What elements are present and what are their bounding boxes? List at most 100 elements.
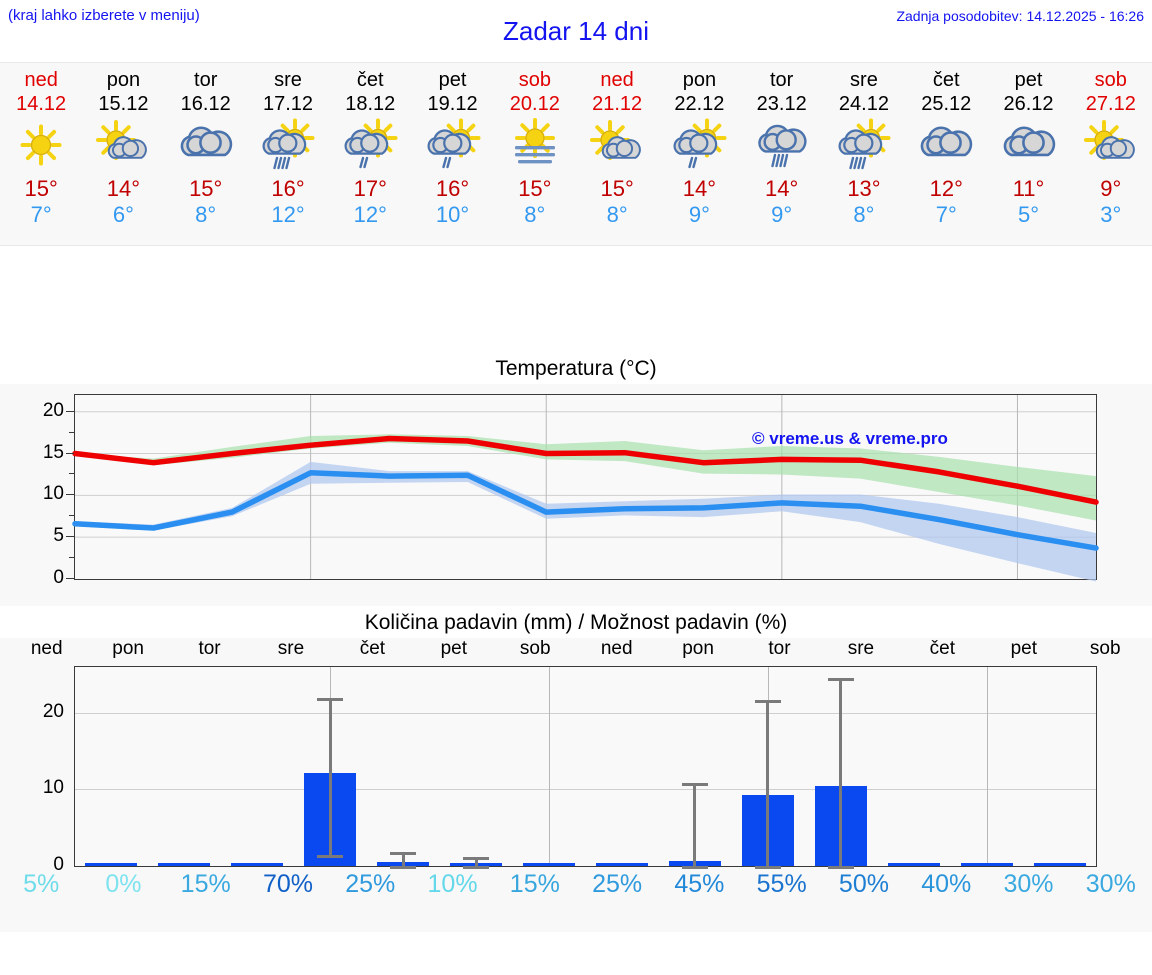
day-column[interactable]: pet 19.12 16° 10°	[411, 63, 493, 245]
day-name: tor	[194, 69, 218, 91]
day-column[interactable]: tor 16.12 15° 8°	[165, 63, 247, 245]
precipitation-error-cap	[390, 852, 417, 856]
day-min-temp: 9°	[688, 202, 710, 227]
precipitation-error-cap	[827, 866, 854, 869]
day-date: 24.12	[838, 93, 889, 115]
precipitation-probability: 15%	[509, 870, 560, 898]
day-date: 19.12	[427, 93, 478, 115]
precipitation-day-label: pon	[682, 638, 714, 659]
spacer	[0, 246, 1152, 366]
precipitation-bar[interactable]	[595, 863, 648, 866]
temperature-y-tick-mark	[69, 431, 74, 433]
day-min-temp: 3°	[1100, 202, 1122, 227]
precipitation-error-bar	[401, 852, 405, 866]
precipitation-day-label: pet	[440, 638, 468, 659]
day-max-temp: 13°	[847, 176, 881, 201]
precipitation-day-label: pon	[112, 638, 144, 659]
temperature-chart-title: Temperatura (°C)	[0, 354, 1152, 384]
day-column[interactable]: sre 17.12 16° 12°	[247, 63, 329, 245]
precipitation-error-cap	[754, 699, 781, 703]
precipitation-chart-title: Količina padavin (mm) / Možnost padavin …	[0, 608, 1152, 638]
menu-hint: (kraj lahko izberete v meniju)	[8, 7, 200, 24]
precipitation-probability: 30%	[1085, 870, 1136, 898]
precipitation-bar[interactable]	[158, 863, 211, 866]
partly-sunny-icon	[92, 118, 154, 174]
day-column[interactable]: čet 18.12 17° 12°	[329, 63, 411, 245]
day-column[interactable]: sob 20.12 15° 8°	[494, 63, 576, 245]
partly-sunny-icon	[586, 118, 648, 174]
day-max-temp: 14°	[682, 176, 717, 201]
day-max-temp: 14°	[765, 176, 799, 201]
day-column[interactable]: tor 23.12 14° 9°	[741, 63, 823, 245]
day-date: 18.12	[345, 93, 396, 115]
day-min-temp: 10°	[435, 202, 470, 227]
day-name: čet	[356, 69, 384, 91]
temperature-y-tick-mark	[66, 452, 74, 454]
day-min-temp: 8°	[524, 202, 546, 227]
precipitation-probability: 50%	[838, 870, 889, 898]
precipitation-day-label: ned	[600, 638, 633, 659]
precipitation-day-label: čet	[929, 638, 956, 659]
day-name: sre	[850, 69, 878, 91]
precipitation-day-label: tor	[198, 638, 221, 659]
cloudy-icon	[915, 118, 977, 174]
temperature-chart: Temperatura (°C) 0 5 10 15 20 © vreme.us & v…	[0, 354, 1152, 606]
precipitation-error-cap	[463, 866, 490, 869]
sun-rain-icon	[257, 118, 319, 174]
precipitation-gridline	[75, 712, 1096, 714]
precipitation-bar[interactable]	[85, 863, 138, 866]
partly-sunny-icon	[1080, 118, 1142, 174]
precipitation-chart: Količina padavin (mm) / Možnost padavin …	[0, 608, 1152, 932]
day-column[interactable]: čet 25.12 12° 7°	[905, 63, 987, 245]
temperature-y-tick-mark	[66, 494, 74, 496]
sunny-icon	[10, 118, 72, 174]
day-max-temp: 15°	[24, 176, 58, 201]
precipitation-bar[interactable]	[1033, 863, 1086, 866]
day-min-temp: 6°	[112, 202, 134, 227]
precipitation-error-cap	[681, 783, 708, 787]
day-max-temp: 15°	[189, 176, 223, 201]
day-max-temp: 9°	[1100, 176, 1122, 201]
precipitation-bar[interactable]	[887, 863, 940, 866]
day-name: pon	[106, 69, 141, 91]
precipitation-error-cap	[317, 697, 344, 701]
precipitation-error-cap	[754, 866, 781, 869]
precipitation-bar[interactable]	[231, 863, 284, 866]
day-date: 16.12	[180, 93, 231, 115]
watermark: © vreme.us & vreme.pro	[752, 429, 948, 448]
day-column[interactable]: ned 14.12 15° 7°	[0, 63, 82, 245]
precipitation-bar[interactable]	[523, 863, 576, 866]
day-date: 17.12	[262, 93, 314, 115]
precipitation-gridline	[986, 667, 988, 866]
precipitation-day-label: sob	[1089, 638, 1121, 659]
precipitation-error-cap	[390, 866, 417, 869]
day-min-temp: 7°	[30, 202, 52, 227]
precipitation-plot-area	[74, 666, 1097, 869]
day-name: tor	[770, 69, 794, 91]
page-title: Zadar 14 dni	[503, 16, 649, 46]
day-name: pet	[1014, 69, 1043, 91]
precipitation-bar[interactable]	[960, 863, 1013, 866]
temperature-y-tick-mark	[69, 557, 74, 559]
day-max-temp: 15°	[518, 176, 552, 201]
precipitation-day-label: čet	[359, 638, 386, 659]
day-column[interactable]: ned 21.12 15° 8°	[576, 63, 658, 245]
day-name: pon	[682, 69, 717, 91]
precipitation-day-label: ned	[30, 638, 63, 659]
precipitation-gridline	[75, 789, 1096, 791]
precipitation-day-label: sre	[847, 638, 875, 659]
precipitation-day-labels: ned pon tor sre čet pet sob ned pon tor sre čet pet s…	[0, 638, 1152, 660]
day-max-temp: 15°	[600, 176, 634, 201]
day-column[interactable]: pon 15.12 14° 6°	[82, 63, 164, 245]
day-column[interactable]: pet 26.12 11° 5°	[987, 63, 1069, 245]
day-name: ned	[24, 69, 58, 91]
precipitation-probability: 70%	[262, 870, 313, 898]
temperature-y-tick-mark	[69, 473, 74, 475]
precipitation-error-bar	[766, 699, 770, 866]
day-column[interactable]: sob 27.12 9° 3°	[1070, 63, 1152, 245]
day-column[interactable]: pon 22.12 14° 9°	[658, 63, 740, 245]
page-header: (kraj lahko izberete v meniju) Zadar 14 …	[0, 0, 1152, 62]
day-column[interactable]: sre 24.12 13° 8°	[823, 63, 905, 245]
precipitation-error-bar	[474, 856, 478, 866]
sun-light-rain-icon	[668, 118, 730, 174]
